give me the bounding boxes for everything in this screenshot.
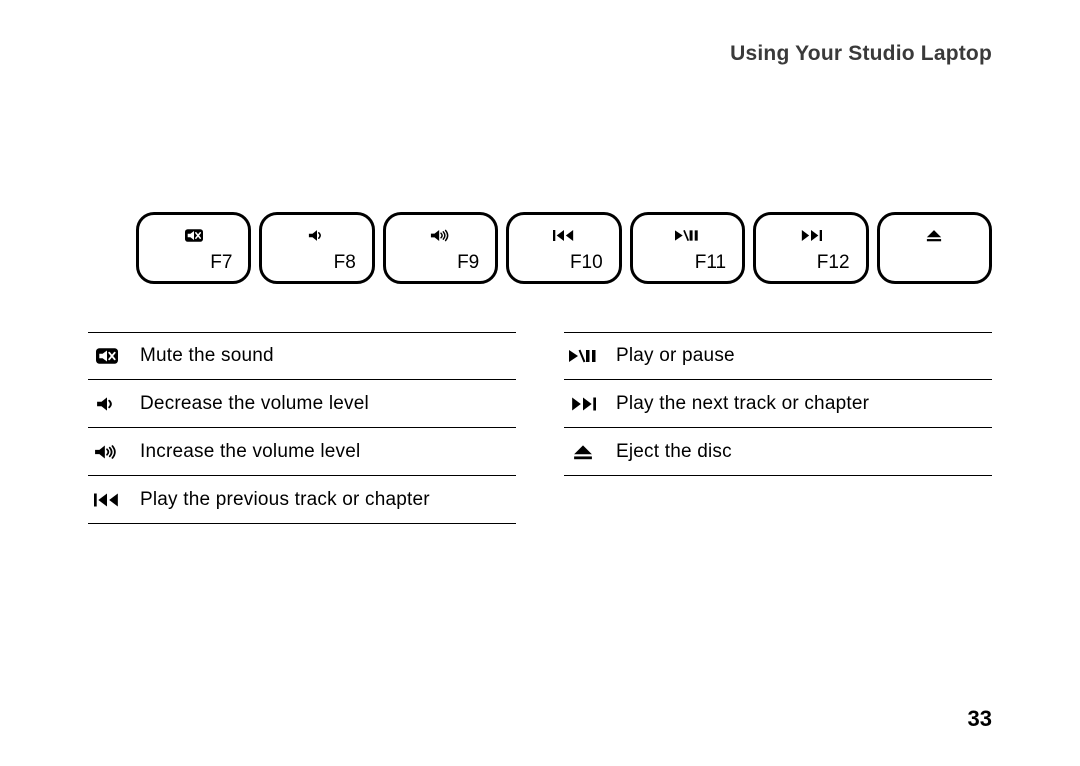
eject-icon <box>568 444 598 460</box>
play-pause-icon <box>675 224 699 246</box>
page-header-title: Using Your Studio Laptop <box>88 42 992 66</box>
page-number: 33 <box>968 706 992 732</box>
mute-icon <box>92 348 122 364</box>
key-f11-play-pause: F11 <box>630 212 745 284</box>
next-track-icon <box>800 224 822 246</box>
volume-down-icon <box>308 224 326 246</box>
key-f10-previous-track: F10 <box>506 212 621 284</box>
key-f12-next-track: F12 <box>753 212 868 284</box>
previous-track-icon <box>553 224 575 246</box>
legend-text: Play or pause <box>616 345 735 367</box>
legend-row: Play the next track or chapter <box>564 380 992 428</box>
volume-down-icon <box>92 396 122 412</box>
key-label: F9 <box>386 252 495 274</box>
previous-track-icon <box>92 492 122 508</box>
volume-up-icon <box>430 224 452 246</box>
key-eject <box>877 212 992 284</box>
legend-text: Play the previous track or chapter <box>140 489 430 511</box>
key-label: F12 <box>756 252 865 274</box>
key-f8-volume-down: F8 <box>259 212 374 284</box>
legend-text: Increase the volume level <box>140 441 360 463</box>
key-label: F10 <box>509 252 618 274</box>
legend-text: Eject the disc <box>616 441 732 463</box>
legend-row: Eject the disc <box>564 428 992 476</box>
key-f9-volume-up: F9 <box>383 212 498 284</box>
mute-icon <box>185 224 203 246</box>
key-label: F7 <box>139 252 248 274</box>
manual-page: Using Your Studio Laptop F7 F8 F9 F10 <box>0 0 1080 766</box>
legend-column-right: Play or pause Play the next track or cha… <box>564 332 992 524</box>
legend-row: Mute the sound <box>88 332 516 380</box>
key-label: F8 <box>262 252 371 274</box>
legend-row: Decrease the volume level <box>88 380 516 428</box>
key-label: F11 <box>633 252 742 274</box>
legend-row: Play or pause <box>564 332 992 380</box>
play-pause-icon <box>568 348 598 364</box>
volume-up-icon <box>92 444 122 460</box>
key-f7-mute: F7 <box>136 212 251 284</box>
next-track-icon <box>568 396 598 412</box>
eject-icon <box>926 224 942 246</box>
legend-text: Mute the sound <box>140 345 274 367</box>
legend-column-left: Mute the sound Decrease the volume level… <box>88 332 516 524</box>
function-keys-row: F7 F8 F9 F10 F11 <box>136 212 992 284</box>
legend-row: Play the previous track or chapter <box>88 476 516 524</box>
icon-legend: Mute the sound Decrease the volume level… <box>88 332 992 524</box>
legend-text: Decrease the volume level <box>140 393 369 415</box>
legend-row: Increase the volume level <box>88 428 516 476</box>
legend-text: Play the next track or chapter <box>616 393 869 415</box>
